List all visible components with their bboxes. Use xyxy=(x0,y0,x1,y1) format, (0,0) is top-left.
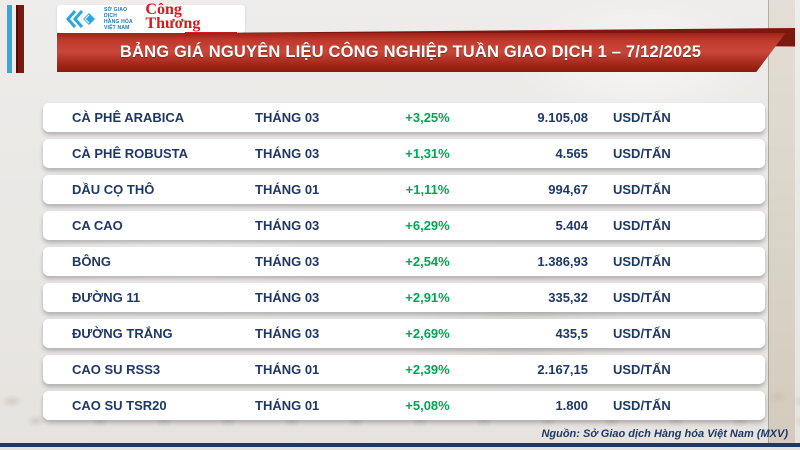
change-percent: +1,11% xyxy=(405,182,450,197)
commodity-name: ĐƯỜNG TRẮNG xyxy=(72,326,173,341)
price-value: 994,67 xyxy=(548,182,588,197)
change-percent: +2,54% xyxy=(405,254,450,269)
price-value: 1.386,93 xyxy=(537,254,588,269)
commodity-name: CÀ PHÊ ARABICA xyxy=(72,110,185,125)
contract-month: THÁNG 03 xyxy=(255,110,320,125)
price-value: 4.565 xyxy=(555,146,588,161)
table-row: DẦU CỌ THÔ THÁNG 01 +1,11% 994,67 USD/TẤ… xyxy=(43,175,765,204)
price-unit: USD/TẤN xyxy=(613,110,671,125)
commodity-name: CAO SU RSS3 xyxy=(72,362,161,377)
price-unit: USD/TẤN xyxy=(613,146,671,161)
contract-month: THÁNG 03 xyxy=(255,254,320,269)
change-percent: +2,69% xyxy=(405,326,450,341)
price-unit: USD/TẤN xyxy=(613,182,671,197)
table-row: CÀ PHÊ ARABICA THÁNG 03 +3,25% 9.105,08 … xyxy=(43,103,765,132)
price-table-body: CÀ PHÊ ARABICA THÁNG 03 +3,25% 9.105,08 … xyxy=(43,103,765,427)
change-percent: +3,25% xyxy=(405,110,450,125)
change-percent: +2,91% xyxy=(405,290,450,305)
contract-month: THÁNG 01 xyxy=(255,398,320,413)
table-row: CAO SU RSS3 THÁNG 01 +2,39% 2.167,15 USD… xyxy=(43,355,765,384)
price-unit: USD/TẤN xyxy=(613,362,671,377)
table-row: ĐƯỜNG 11 THÁNG 03 +2,91% 335,32 USD/TẤN xyxy=(43,283,765,312)
change-percent: +1,31% xyxy=(405,146,450,161)
price-value: 435,5 xyxy=(555,326,588,341)
mxv-logo-icon xyxy=(65,9,99,29)
change-percent: +2,39% xyxy=(405,362,450,377)
price-unit: USD/TẤN xyxy=(613,326,671,341)
table-row: CAO SU TSR20 THÁNG 01 +5,08% 1.800 USD/T… xyxy=(43,391,765,420)
page-title: BẢNG GIÁ NGUYÊN LIỆU CÔNG NGHIỆP TUẦN GI… xyxy=(119,43,702,61)
table-row: CA CAO THÁNG 03 +6,29% 5.404 USD/TẤN xyxy=(43,211,765,240)
cong-thuong-logo-text: Công Thương xyxy=(145,1,201,32)
table-row: ĐƯỜNG TRẮNG THÁNG 03 +2,69% 435,5 USD/TẤ… xyxy=(43,319,765,348)
commodity-name: CA CAO xyxy=(72,218,123,233)
price-value: 9.105,08 xyxy=(537,110,588,125)
price-value: 1.800 xyxy=(555,398,588,413)
price-unit: USD/TẤN xyxy=(613,254,671,269)
contract-month: THÁNG 03 xyxy=(255,146,320,161)
change-percent: +6,29% xyxy=(405,218,450,233)
commodity-name: BÔNG xyxy=(72,254,111,269)
contract-month: THÁNG 01 xyxy=(255,362,320,377)
contract-month: THÁNG 03 xyxy=(255,326,320,341)
change-percent: +5,08% xyxy=(405,398,450,413)
source-attribution: Nguồn: Sở Giao dịch Hàng hóa Việt Nam (M… xyxy=(541,428,788,440)
left-blue-stripe xyxy=(7,5,12,73)
contract-month: THÁNG 01 xyxy=(255,182,320,197)
commodity-name: DẦU CỌ THÔ xyxy=(72,182,155,197)
bottom-navy-divider xyxy=(0,443,800,447)
commodity-name: CAO SU TSR20 xyxy=(72,398,167,413)
left-maroon-stripe xyxy=(16,5,24,73)
table-row: CÀ PHÊ ROBUSTA THÁNG 03 +1,31% 4.565 USD… xyxy=(43,139,765,168)
title-banner-ribbon: BẢNG GIÁ NGUYÊN LIỆU CÔNG NGHIỆP TUẦN GI… xyxy=(57,33,786,72)
price-unit: USD/TẤN xyxy=(613,218,671,233)
contract-month: THÁNG 03 xyxy=(255,218,320,233)
price-value: 335,32 xyxy=(548,290,588,305)
commodity-name: ĐƯỜNG 11 xyxy=(72,290,141,305)
contract-month: THÁNG 03 xyxy=(255,290,320,305)
mxv-logo-text: SỞ GIAO DỊCH HÀNG HÓA VIỆT NAM xyxy=(104,7,133,31)
commodity-name: CÀ PHÊ ROBUSTA xyxy=(72,146,189,161)
price-unit: USD/TẤN xyxy=(613,398,671,413)
price-unit: USD/TẤN xyxy=(613,290,671,305)
title-banner: BẢNG GIÁ NGUYÊN LIỆU CÔNG NGHIỆP TUẦN GI… xyxy=(57,28,795,72)
price-value: 5.404 xyxy=(555,218,588,233)
table-row: BÔNG THÁNG 03 +2,54% 1.386,93 USD/TẤN xyxy=(43,247,765,276)
price-value: 2.167,15 xyxy=(537,362,588,377)
